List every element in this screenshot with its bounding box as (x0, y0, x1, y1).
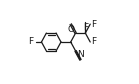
Text: N: N (77, 50, 84, 59)
Text: F: F (91, 20, 96, 29)
Text: F: F (28, 37, 33, 47)
Text: F: F (83, 23, 88, 32)
Text: F: F (91, 37, 96, 47)
Text: O: O (67, 25, 74, 34)
